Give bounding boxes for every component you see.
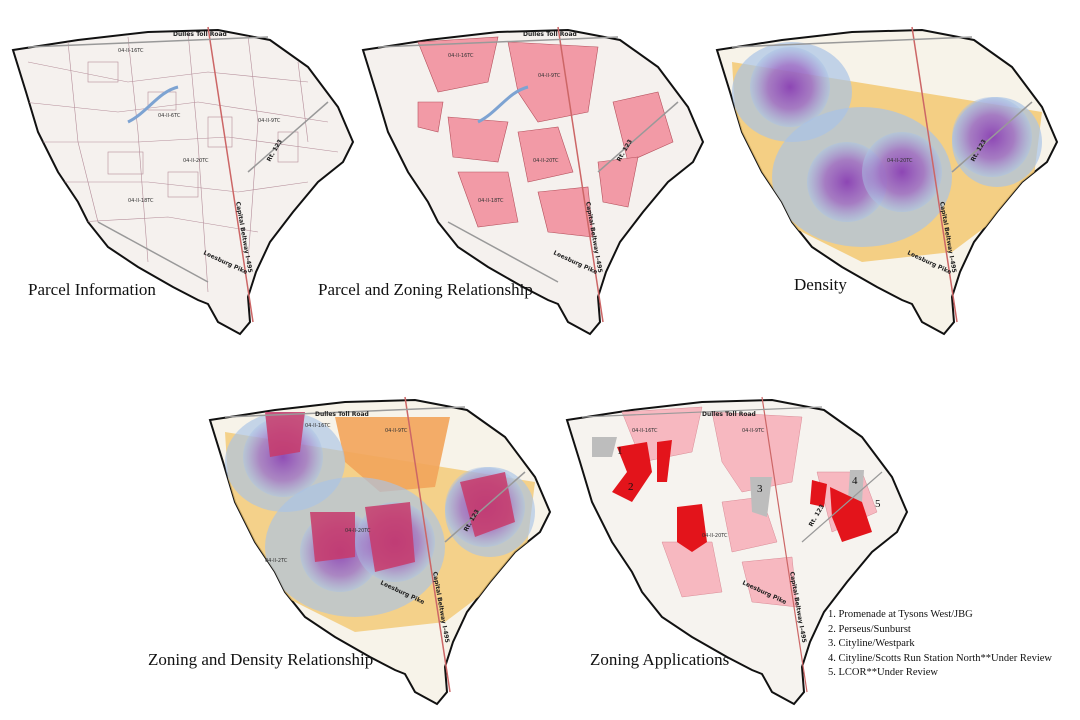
svg-text:04-II-18TC: 04-II-18TC (128, 198, 154, 204)
svg-text:04-II-20TC: 04-II-20TC (345, 528, 371, 534)
tysons-boundary (11, 28, 355, 336)
svg-text:04-II-9TC: 04-II-9TC (385, 428, 408, 434)
svg-text:04-II-20TC: 04-II-20TC (702, 533, 728, 539)
caption-zoning-applications: Zoning Applications (590, 650, 730, 669)
svg-text:04-II-2TC: 04-II-2TC (265, 558, 288, 564)
map-panel-density: Rt. 123 Leesburg Pike Capital Beltway I-… (712, 22, 1062, 347)
application-marker-2: 2 (628, 481, 634, 493)
application-marker-4: 4 (852, 475, 858, 487)
map-panel-parcel: Dulles Toll Road Rt. 123 Leesburg Pike C… (8, 22, 358, 347)
svg-text:04-II-16TC: 04-II-16TC (448, 53, 474, 59)
svg-text:04-II-9TC: 04-II-9TC (742, 428, 765, 434)
svg-text:Dulles Toll Road: Dulles Toll Road (523, 31, 577, 38)
svg-text:04-II-9TC: 04-II-9TC (258, 118, 281, 124)
legend-item-2: 2. Perseus/Sunburst (828, 623, 911, 635)
svg-text:04-II-16TC: 04-II-16TC (305, 423, 331, 429)
legend-item-4: 4. Cityline/Scotts Run Station North**Un… (828, 652, 1052, 664)
svg-text:Dulles Toll Road: Dulles Toll Road (315, 411, 369, 418)
caption-parcel-zoning: Parcel and Zoning Relationship (318, 280, 533, 299)
caption-density: Density (794, 275, 847, 294)
caption-parcel-information: Parcel Information (28, 280, 156, 299)
zoning-applications-legend: 1. Promenade at Tysons West/JBG 2. Perse… (828, 608, 1052, 681)
svg-text:04-II-20TC: 04-II-20TC (887, 158, 913, 164)
application-marker-1: 1 (617, 445, 623, 457)
svg-text:04-II-16TC: 04-II-16TC (632, 428, 658, 434)
application-marker-5: 5 (875, 498, 881, 510)
road-label-dulles: Dulles Toll Road (173, 31, 227, 38)
svg-text:04-II-20TC: 04-II-20TC (183, 158, 209, 164)
svg-text:Dulles Toll Road: Dulles Toll Road (702, 411, 756, 418)
legend-item-1: 1. Promenade at Tysons West/JBG (828, 609, 973, 620)
svg-text:04-II-16TC: 04-II-16TC (118, 48, 144, 54)
svg-text:04-II-6TC: 04-II-6TC (158, 113, 181, 119)
svg-text:04-II-9TC: 04-II-9TC (538, 73, 561, 79)
legend-item-3: 3. Cityline/Westpark (828, 638, 915, 649)
map-panel-parcel-zoning: Dulles Toll Road Rt. 123 Leesburg Pike C… (318, 22, 708, 347)
map-panel-zoning-density: Dulles Toll Road Rt. 123 Leesburg Pike C… (148, 392, 565, 717)
legend-item-5: 5. LCOR**Under Review (828, 667, 938, 678)
application-marker-3: 3 (757, 483, 763, 495)
caption-zoning-density: Zoning and Density Relationship (148, 650, 374, 669)
svg-text:04-II-18TC: 04-II-18TC (478, 198, 504, 204)
map-panel-zoning-applications: Dulles Toll Road Rt. 123 Leesburg Pike C… (562, 392, 922, 717)
svg-text:04-II-20TC: 04-II-20TC (533, 158, 559, 164)
